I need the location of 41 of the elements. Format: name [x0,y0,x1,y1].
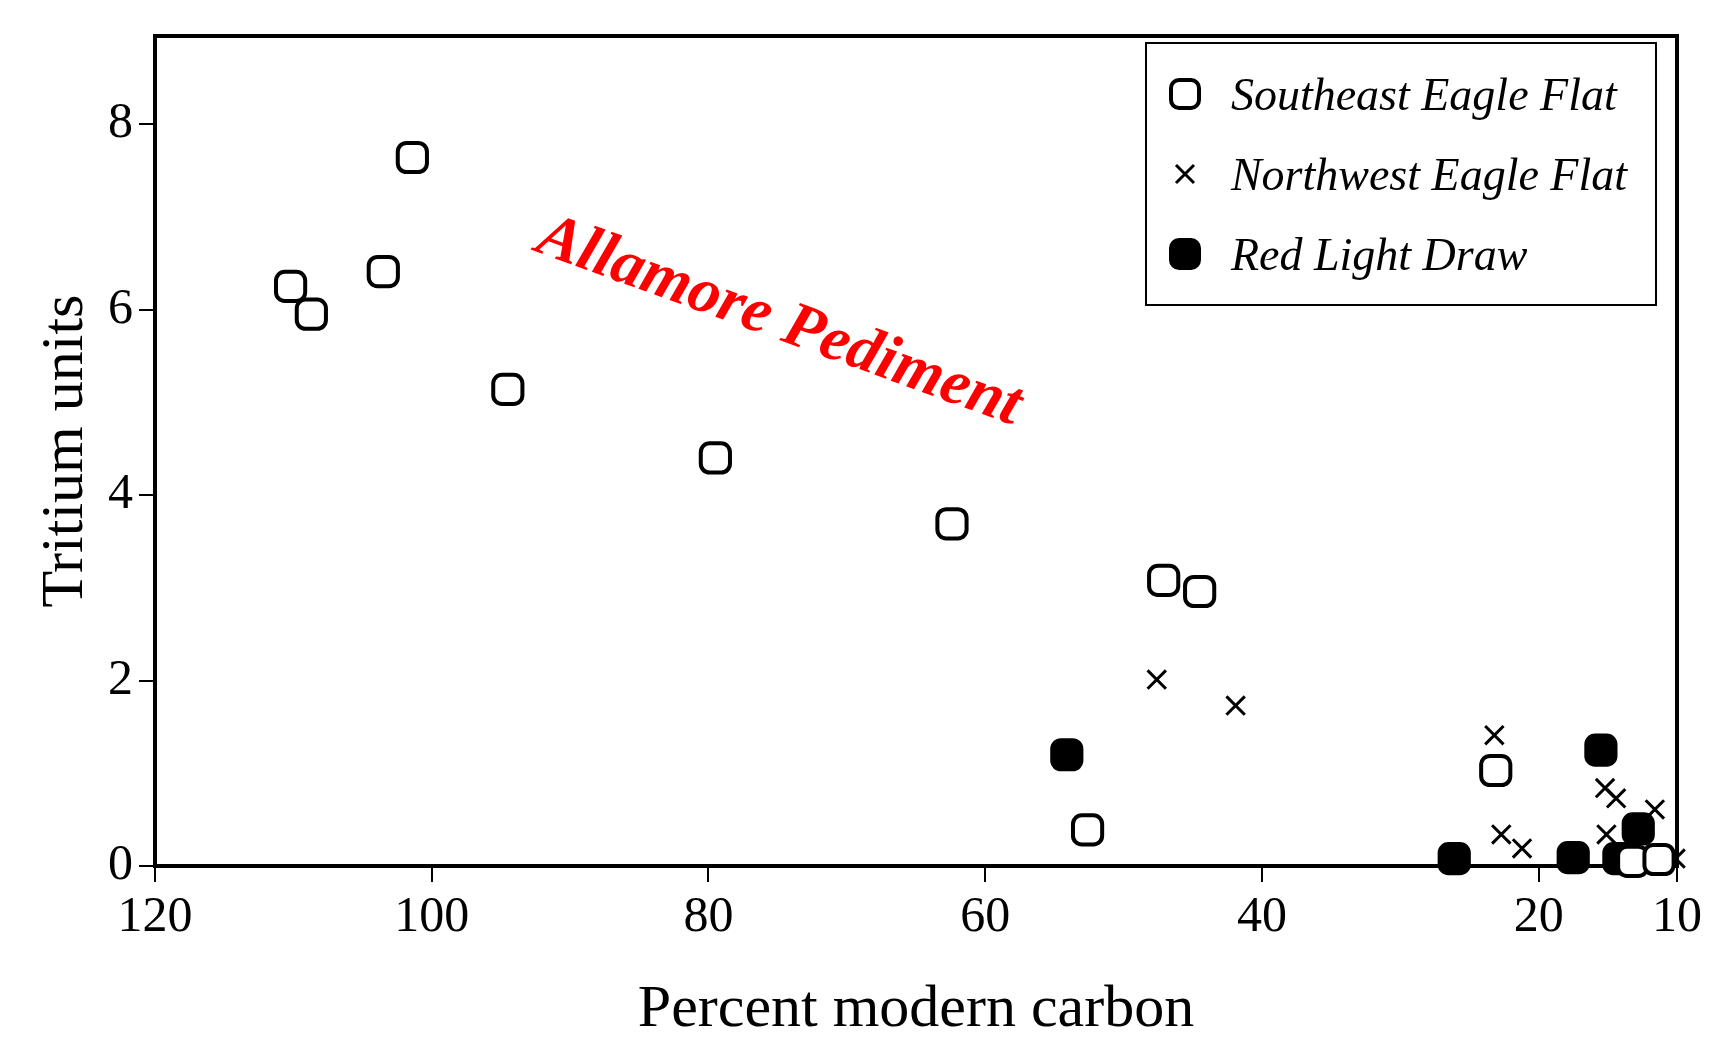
point [1070,813,1105,847]
x-tick-label: 100 [394,886,470,943]
x-tick-label: 20 [1513,886,1564,943]
point [698,441,732,475]
x-tick-label: 10 [1652,886,1702,943]
legend-label: Northwest Eagle Flat [1230,147,1627,201]
x-tick-label: 40 [1236,886,1287,943]
point [1483,724,1506,746]
x-axis-title: Percent modern carbon [637,972,1195,1039]
point [1644,798,1666,821]
point [1584,733,1618,767]
legend-label: Southeast Eagle Flat [1230,67,1617,121]
point [395,140,429,175]
y-tick-label: 2 [108,648,133,705]
point [1605,787,1627,809]
point [274,269,308,303]
point [1146,668,1168,691]
point [1050,738,1084,772]
y-tick-label: 8 [108,92,133,149]
point [1183,574,1217,609]
x-tick-label: 60 [960,886,1011,943]
point [1621,812,1655,846]
point [1147,563,1181,597]
point [1556,841,1590,875]
point [1437,841,1471,876]
point [491,372,525,406]
y-tick-label: 6 [108,277,133,334]
legend-label: Red Light Draw [1230,227,1528,281]
point [1642,842,1676,877]
point [1594,777,1616,799]
point [935,507,969,541]
point [1479,753,1513,788]
point [1595,823,1618,846]
point [1490,823,1512,846]
x-tick-label: 80 [683,886,734,943]
point [1511,837,1533,860]
point [294,297,328,331]
point [366,254,400,289]
y-tick-label: 4 [108,463,133,520]
point [1224,694,1247,717]
y-axis-title: Tritium units [28,294,95,608]
